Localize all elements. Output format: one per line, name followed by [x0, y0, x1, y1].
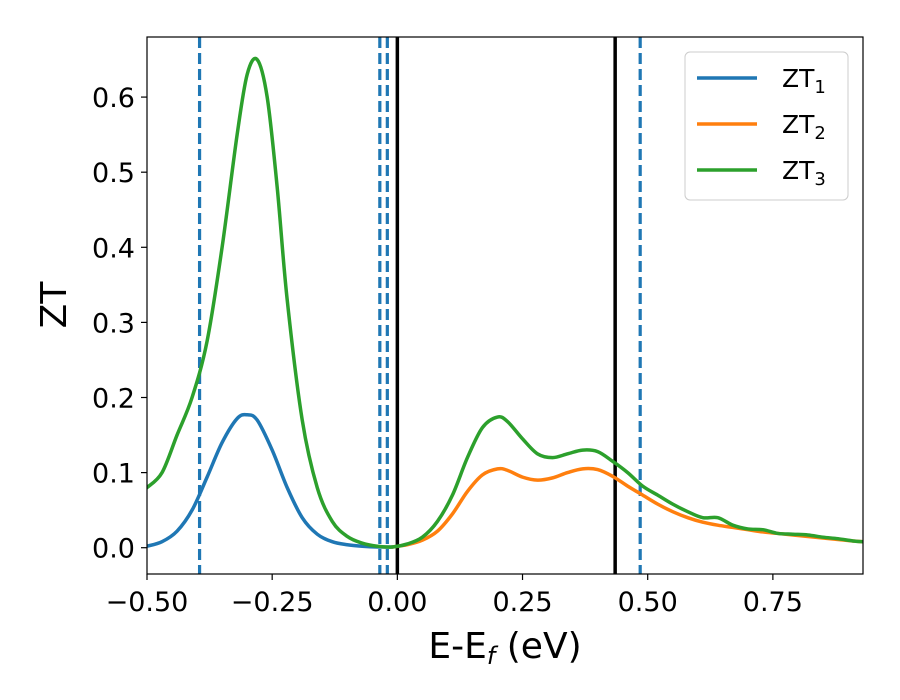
- y-tick-label: 0.6: [92, 83, 135, 114]
- x-axis-title: E-Ef (eV): [428, 626, 581, 670]
- legend-label-2: ZT2: [782, 110, 826, 144]
- axis-ticks: −0.50 −0.25 0.00 0.25 0.50 0.75 0.0 0.1 0.2 0.3 0.…: [92, 83, 803, 618]
- legend-label-2-sub: 2: [814, 123, 825, 144]
- series-line-zt3: [147, 56, 863, 549]
- legend-label-3-main: ZT: [782, 156, 815, 185]
- legend-label-2-main: ZT: [782, 110, 815, 139]
- y-tick-label: 0.5: [92, 158, 135, 189]
- legend-label-1-main: ZT: [782, 64, 815, 93]
- x-tick-label: −0.50: [106, 587, 189, 618]
- series-layer: [147, 56, 863, 549]
- legend-label-1-sub: 1: [814, 77, 825, 98]
- x-tick-label: −0.25: [231, 587, 314, 618]
- plot-frame: [146, 36, 864, 575]
- y-axis-title: ZT: [34, 281, 75, 329]
- x-tick-label: 0.25: [492, 587, 552, 618]
- x-tick-label: 0.75: [743, 587, 803, 618]
- legend-label-3: ZT3: [782, 156, 826, 190]
- y-tick-label: 0.2: [92, 384, 135, 415]
- legend-label-1: ZT1: [782, 64, 826, 98]
- x-tick-label: 0.50: [618, 587, 678, 618]
- legend: ZT1 ZT2 ZT3: [684, 51, 849, 201]
- y-tick-label: 0.4: [92, 233, 135, 264]
- legend-box: [684, 51, 849, 201]
- x-axis-title-main: E-E: [428, 626, 486, 667]
- series-line-zt1: [147, 412, 395, 549]
- y-tick-label: 0.1: [92, 459, 135, 490]
- y-tick-label: 0.0: [92, 534, 135, 565]
- legend-label-3-sub: 3: [814, 169, 825, 190]
- x-tick-label: 0.00: [367, 587, 427, 618]
- y-tick-label: 0.3: [92, 308, 135, 339]
- x-axis-title-unit: (eV): [495, 626, 581, 667]
- reference-lines: [197, 37, 642, 574]
